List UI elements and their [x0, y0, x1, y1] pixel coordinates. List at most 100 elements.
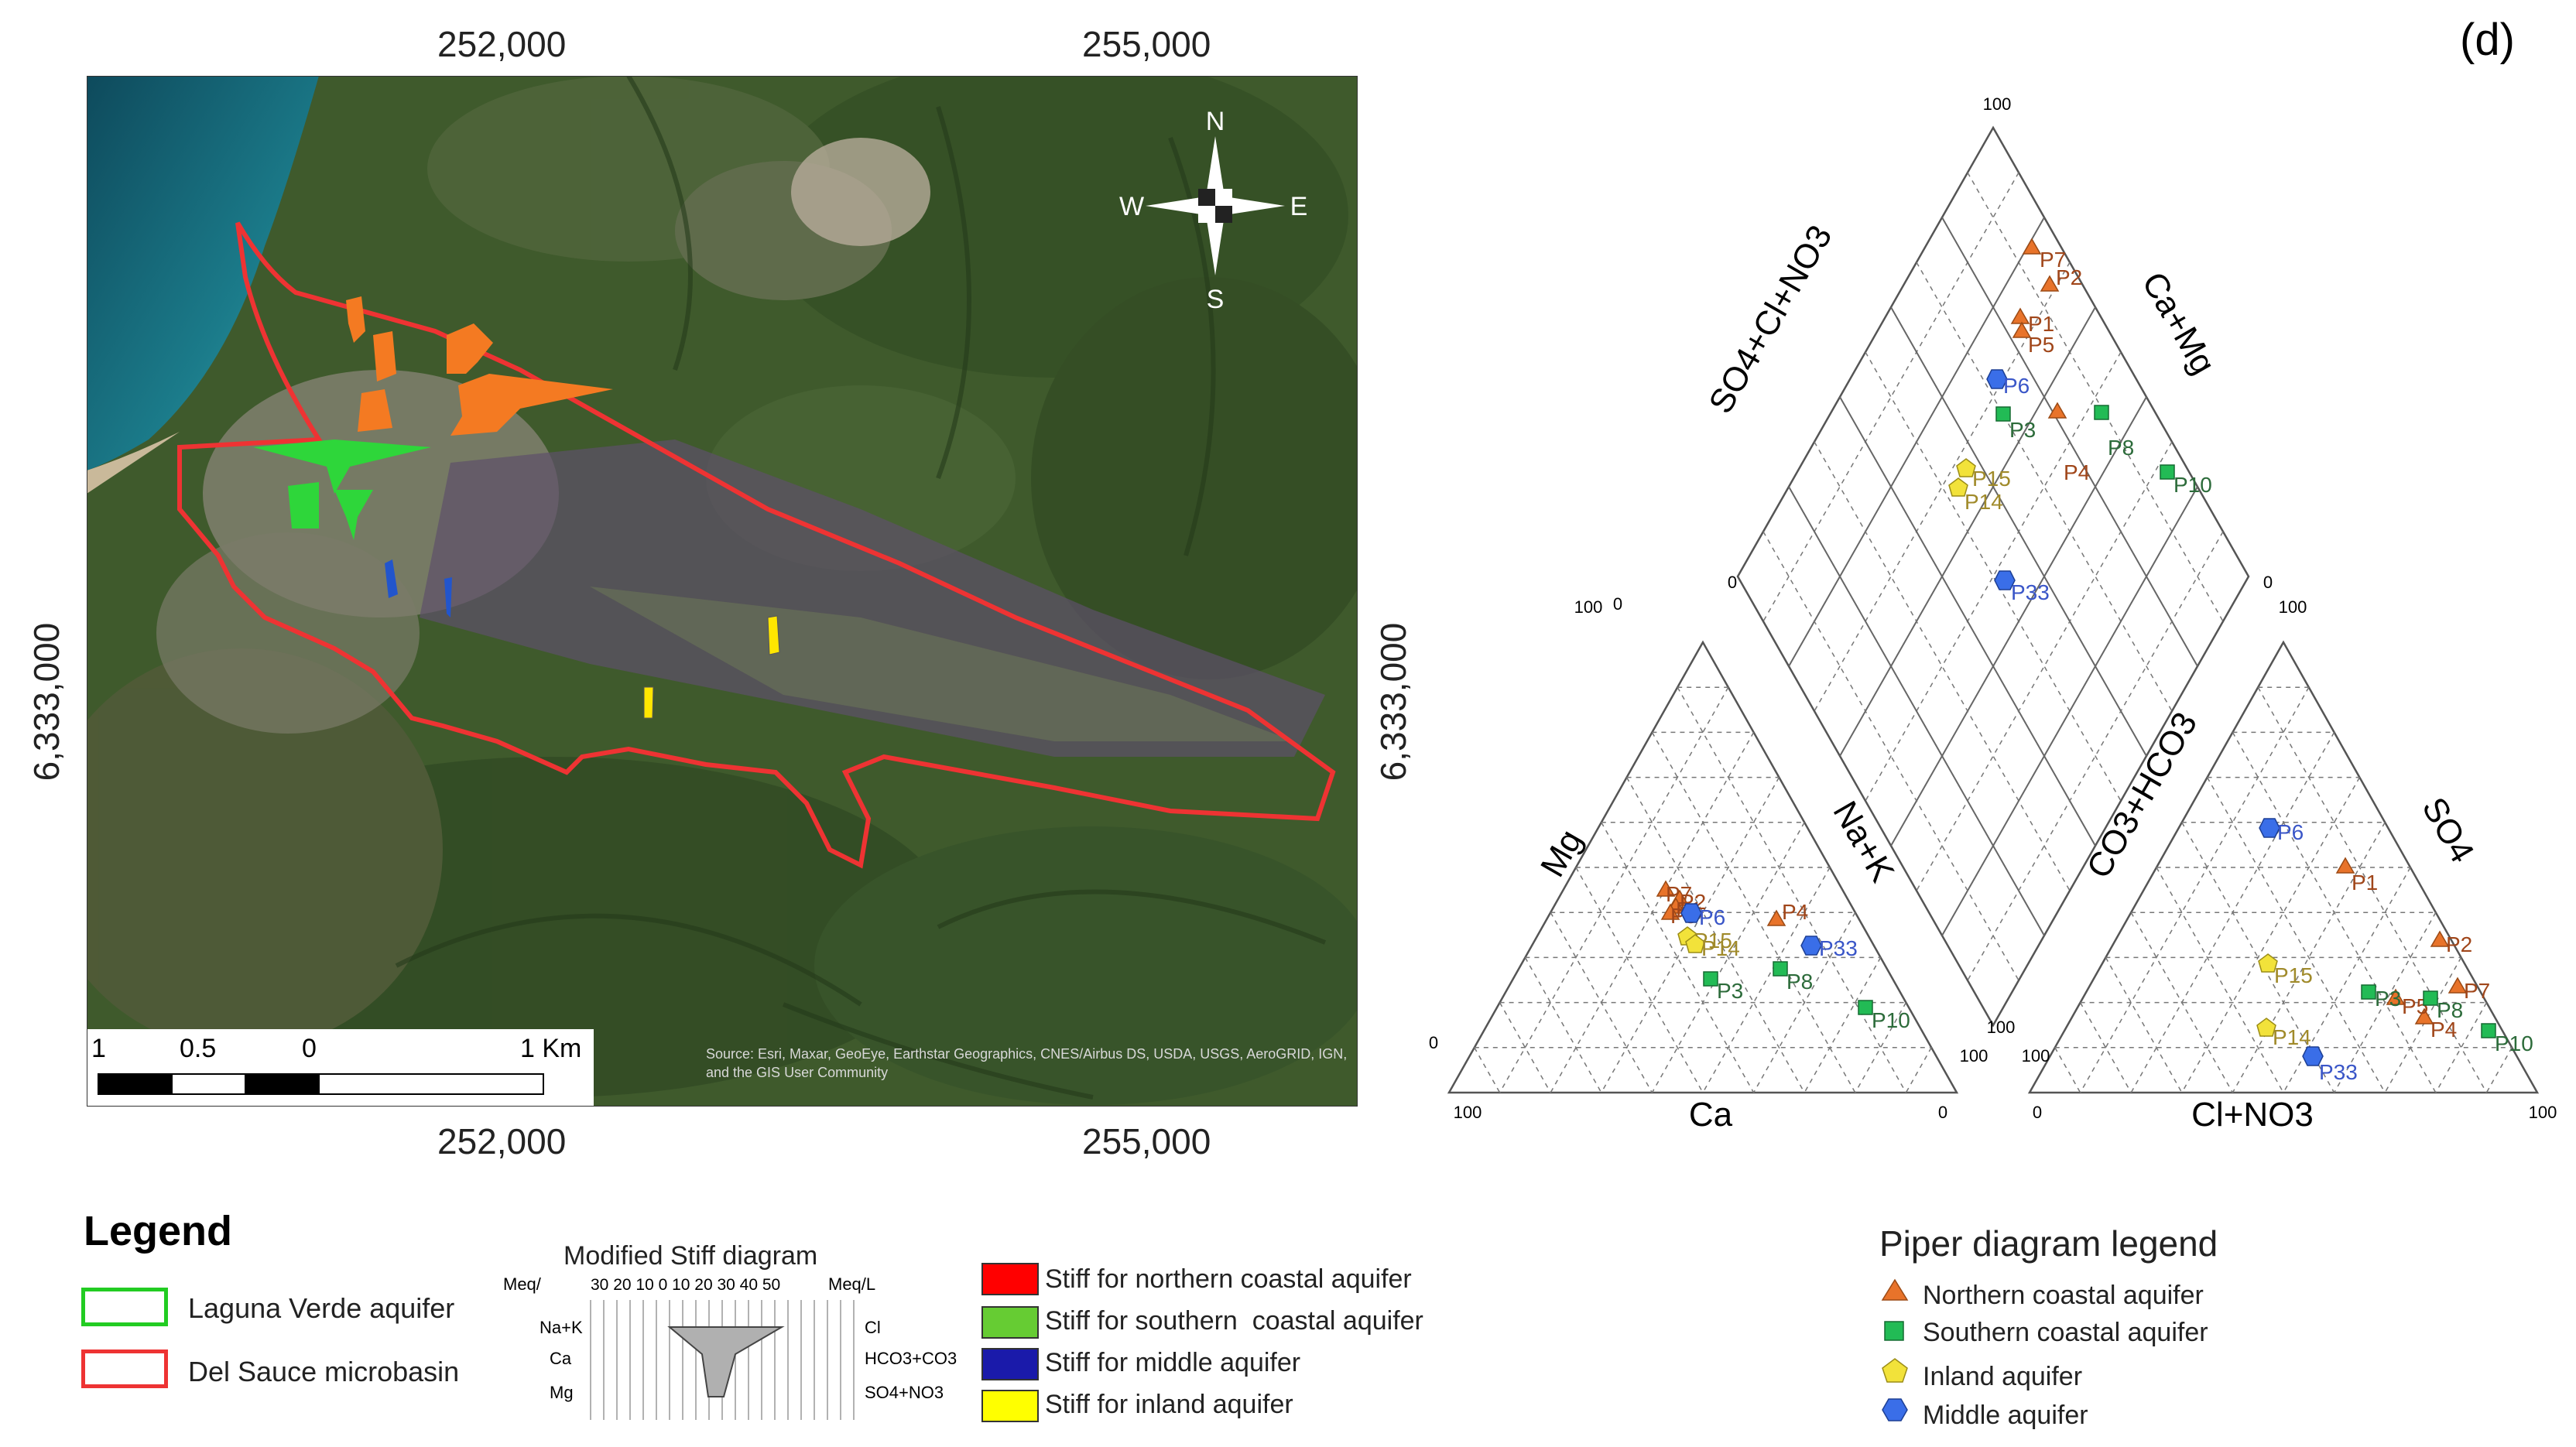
stiff-swatch-southern	[981, 1306, 1039, 1339]
piper-point-p6	[1680, 903, 1702, 923]
stiff-ion-mg: Mg	[550, 1383, 574, 1402]
piper-point-label: P14	[1701, 936, 1740, 960]
grid-line	[2130, 732, 2335, 1093]
grid-line	[1804, 957, 1882, 1093]
piper-point-label: P7	[2464, 979, 2490, 1003]
legend-swatch-laguna-verde	[81, 1288, 168, 1326]
piper-point-label: P1	[2028, 312, 2054, 336]
piper-point-label: P3	[2375, 987, 2401, 1011]
grid-line	[1814, 441, 2071, 891]
axis-label-so4clno3: SO4+Cl+NO3	[1701, 219, 1839, 420]
grid-line	[1575, 867, 1704, 1093]
piper-point-label: P33	[2319, 1060, 2358, 1084]
grid-line	[1499, 1002, 1551, 1093]
grid-line	[1967, 172, 2224, 622]
piper-legend-middle: Middle aquifer	[1923, 1401, 2088, 1430]
tick-right-br-100: 100	[2529, 1103, 2557, 1122]
map-attribution: Source: Esri, Maxar, GeoEye, Earthstar G…	[706, 1046, 1348, 1080]
axis-label-mg: Mg	[1533, 823, 1590, 883]
piper-point-label: P10	[2495, 1031, 2533, 1055]
piper-point-p7	[2022, 238, 2042, 255]
piper-point-p14	[1948, 477, 1968, 497]
piper-point-p1	[2335, 857, 2355, 874]
grid-line	[1499, 686, 1729, 1093]
grid-line	[1905, 1047, 1932, 1093]
piper-legend-title: Piper diagram legend	[1879, 1223, 2218, 1264]
piper-point-p3	[1703, 971, 1718, 987]
pentagon-marker-icon	[1882, 1358, 1908, 1383]
stiff-ion-ca: Ca	[550, 1349, 572, 1368]
easting-label-bottom-2: 255,000	[1082, 1121, 1211, 1161]
piper-point-p10	[2481, 1023, 2496, 1038]
piper-point-p5	[2386, 988, 2406, 1005]
satellite-map: N S E W 1 0.5 0 1 Km Source: Esri, Maxar…	[87, 76, 1358, 1107]
stiff-ion-so4no3: SO4+NO3	[865, 1383, 944, 1402]
stiff-right-unit: Meq/L	[828, 1274, 875, 1294]
piper-point-label: P6	[2003, 374, 2030, 398]
grid-line	[1855, 1002, 1907, 1093]
tick-left-br-0: 0	[1938, 1103, 1947, 1122]
easting-label-bottom-1: 252,000	[437, 1121, 567, 1161]
grid-line	[2105, 957, 2183, 1093]
scalebar-label-0: 0	[302, 1034, 317, 1063]
tick-right-bl-0: 0	[2033, 1103, 2042, 1122]
grid-line	[2156, 867, 2284, 1093]
grid-line	[1677, 686, 1907, 1093]
stiff-northern-coastal	[346, 296, 613, 436]
hexagon-marker-icon	[1882, 1398, 1908, 1421]
piper-point-label: P3	[2009, 418, 2036, 442]
triangle-marker-icon	[1881, 1278, 1909, 1301]
grid-line	[1474, 1047, 1501, 1093]
stiff-swatch-middle	[981, 1348, 1039, 1380]
grid-line	[2181, 777, 2361, 1093]
grid-line	[1762, 531, 2019, 981]
piper-point-p4	[2414, 1007, 2434, 1025]
piper-point-label: P6	[2277, 820, 2304, 844]
scalebar-label-1: 1	[91, 1034, 106, 1063]
grid-line	[2257, 686, 2488, 1093]
piper-point-label: P10	[1872, 1008, 1910, 1032]
tick-left-bl-100: 100	[1454, 1103, 1482, 1122]
tick-right-top: 100	[2279, 597, 2307, 617]
tick-left-br-100: 100	[1960, 1046, 1989, 1066]
axis-label-camg: Ca+Mg	[2135, 266, 2223, 381]
legend-label-laguna-verde: Laguna Verde aquifer	[188, 1292, 455, 1324]
piper-point-p7	[1656, 880, 1676, 897]
stiff-middle	[385, 559, 452, 617]
piper-point-label: P2	[2056, 265, 2082, 289]
stiff-ion-hco3: HCO3+CO3	[865, 1349, 957, 1368]
piper-point-p10	[1858, 1000, 1873, 1015]
grid-line	[1865, 351, 2122, 802]
tick-diamond-top: 100	[1983, 94, 2012, 114]
stiff-label-middle: Stiff for middle aquifer	[1045, 1348, 1301, 1377]
piper-point-p8	[2423, 990, 2438, 1006]
piper-point-p4	[2047, 402, 2067, 419]
del-sauce-microbasin-boundary	[177, 221, 1336, 869]
square-marker-icon	[1884, 1321, 1904, 1341]
grid-line	[1916, 262, 2173, 712]
grid-line	[1890, 396, 2147, 847]
grid-line	[1524, 957, 1602, 1093]
stiff-southern-coastal	[253, 440, 431, 540]
piper-point-p2	[2040, 275, 2060, 292]
panel-label: (d)	[2460, 15, 2515, 65]
grid-line	[1550, 732, 1755, 1093]
piper-point-label: P33	[1819, 936, 1858, 960]
north-arrow: N S E W	[1119, 107, 1307, 314]
piper-points: P7P2P1P5P4P6P33P15P14P3P8P10P6P1P2P7P4P5…	[1656, 238, 2533, 1084]
piper-point-p5	[2012, 321, 2032, 338]
piper-point-p4	[1766, 909, 1786, 926]
south-label: S	[1207, 285, 1225, 314]
piper-legend-markers	[1881, 1278, 1909, 1421]
piper-point-p8	[1773, 961, 1788, 977]
piper-point-label: P5	[2028, 333, 2054, 357]
stiff-scale: 30 20 10 0 10 20 30 40 50	[591, 1276, 780, 1294]
piper-point-p33	[1800, 936, 1822, 956]
legend-label-del-sauce: Del Sauce microbasin	[188, 1356, 460, 1387]
piper-point-p5	[1660, 903, 1680, 920]
tick-diamond-bottom: 100	[1987, 1018, 2016, 1037]
piper-point-label: P4	[2430, 1018, 2457, 1042]
piper-point-p33	[1994, 570, 2016, 590]
grid-line	[2206, 777, 2386, 1093]
piper-legend-inland: Inland aquifer	[1923, 1362, 2083, 1391]
